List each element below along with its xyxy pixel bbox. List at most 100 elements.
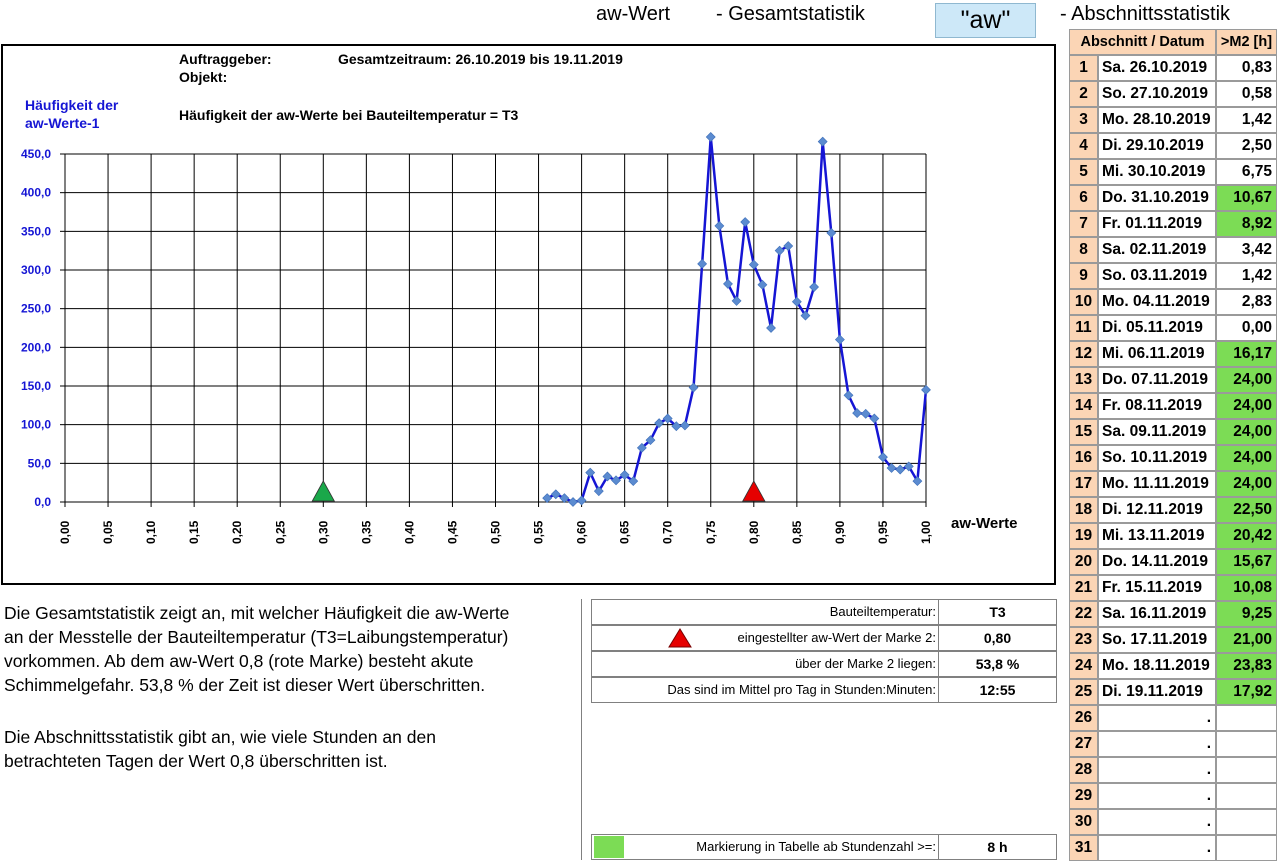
description-line: Die Abschnittsstatistik gibt an, wie vie…: [4, 727, 436, 747]
row-hours-value: 10,67: [1216, 185, 1277, 211]
data-point: [817, 136, 828, 147]
table-row: 28.: [1069, 757, 1277, 783]
data-point: [662, 413, 673, 424]
info-value[interactable]: 8 h: [987, 839, 1008, 855]
x-tick-label: 0,90: [833, 520, 847, 544]
data-point: [860, 408, 871, 419]
info-row-ueber-marke2: über der Marke 2 liegen: 53,8 %: [591, 651, 1057, 677]
data-point: [611, 475, 621, 486]
data-point: [791, 296, 802, 307]
series-line: [546, 135, 928, 504]
x-tick-label: 0,80: [747, 520, 761, 544]
row-hours-value: 9,25: [1216, 601, 1277, 627]
row-date: So. 10.11.2019: [1098, 445, 1216, 471]
y-axis-title-line2: aw-Werte-1: [25, 115, 100, 131]
table-row: 5 Mi. 30.10.2019 6,75: [1069, 159, 1277, 185]
row-number: 24: [1069, 653, 1098, 679]
data-point: [878, 452, 888, 463]
data-point: [826, 227, 837, 238]
table-row: 21 Fr. 15.11.2019 10,08: [1069, 575, 1277, 601]
table-row: 10 Mo. 04.11.2019 2,83: [1069, 289, 1277, 315]
y-tick-label: 150,0: [21, 379, 51, 393]
row-number: 3: [1069, 107, 1098, 133]
info-value[interactable]: 0,80: [983, 630, 1012, 646]
header-m2: >M2 [h]: [1216, 29, 1277, 55]
data-point: [834, 334, 845, 345]
header-title-gesamtstatistik: - Gesamtstatistik: [716, 3, 865, 25]
chart-grid: [60, 153, 927, 507]
info-label: Bauteiltemperatur:: [829, 604, 936, 619]
row-number: 11: [1069, 315, 1098, 341]
table-row: 15 Sa. 09.11.2019 24,00: [1069, 419, 1277, 445]
data-point: [636, 442, 647, 453]
data-point: [568, 497, 578, 507]
info-row-bauteiltemperatur: Bauteiltemperatur: T3: [591, 599, 1057, 625]
row-number: 15: [1069, 419, 1098, 445]
table-row: 7 Fr. 01.11.2019 8,92: [1069, 211, 1277, 237]
y-tick-label: 450,0: [21, 147, 51, 161]
info-label: eingestellter aw-Wert der Marke 2:: [737, 630, 936, 645]
y-tick-label: 300,0: [21, 263, 51, 277]
row-date: Fr. 08.11.2019: [1098, 393, 1216, 419]
data-point: [559, 493, 570, 504]
table-row: 13 Do. 07.11.2019 24,00: [1069, 367, 1277, 393]
row-number: 14: [1069, 393, 1098, 419]
row-date: Mo. 04.11.2019: [1098, 289, 1216, 315]
y-tick-label: 100,0: [21, 418, 51, 432]
data-point: [679, 420, 690, 431]
table-row: 16 So. 10.11.2019 24,00: [1069, 445, 1277, 471]
data-point: [602, 471, 613, 482]
data-point: [697, 258, 708, 269]
row-number: 7: [1069, 211, 1098, 237]
row-date: .: [1098, 731, 1216, 757]
x-tick-label: 0,15: [187, 520, 201, 544]
table-row: 1 Sa. 26.10.2019 0,83: [1069, 55, 1277, 81]
data-point: [654, 418, 665, 429]
description-line: betrachteten Tagen der Wert 0,8 überschr…: [4, 751, 388, 771]
table-row: 14 Fr. 08.11.2019 24,00: [1069, 393, 1277, 419]
x-tick-label: 0,55: [532, 520, 546, 544]
data-point: [628, 476, 639, 487]
row-number: 31: [1069, 835, 1098, 861]
row-hours-value: 16,17: [1216, 341, 1277, 367]
row-hours-value: 1,42: [1216, 263, 1277, 289]
table-row: 23 So. 17.11.2019 21,00: [1069, 627, 1277, 653]
table-row: 17 Mo. 11.11.2019 24,00: [1069, 471, 1277, 497]
info-value: 53,8 %: [975, 656, 1020, 672]
row-number: 12: [1069, 341, 1098, 367]
row-number: 30: [1069, 809, 1098, 835]
row-hours-value: 2,50: [1216, 133, 1277, 159]
threshold-marker-triangle[interactable]: [311, 480, 335, 502]
data-point: [903, 461, 914, 472]
row-hours-value: 24,00: [1216, 367, 1277, 393]
row-date: So. 17.11.2019: [1098, 627, 1216, 653]
row-date: .: [1098, 757, 1216, 783]
row-date: Do. 07.11.2019: [1098, 367, 1216, 393]
data-point: [585, 467, 596, 478]
y-axis-title-line1: Häufigkeit der: [25, 97, 119, 113]
row-date: So. 27.10.2019: [1098, 81, 1216, 107]
table-row: 18 Di. 12.11.2019 22,50: [1069, 497, 1277, 523]
threshold-marker-triangle[interactable]: [742, 480, 766, 502]
x-tick-label: 0,05: [101, 520, 115, 544]
y-tick-label: 50,0: [28, 456, 52, 470]
data-point: [671, 421, 682, 432]
data-point: [705, 132, 716, 142]
row-hours-value: 6,75: [1216, 159, 1277, 185]
row-number: 16: [1069, 445, 1098, 471]
row-date: Fr. 01.11.2019: [1098, 211, 1216, 237]
description-line: vorkommen. Ab dem aw-Wert 0,8 (rote Mark…: [4, 651, 474, 671]
row-hours-value: 24,00: [1216, 419, 1277, 445]
chart-markers: [311, 480, 766, 502]
data-point: [895, 464, 906, 475]
table-header: Abschnitt / Datum >M2 [h]: [1069, 29, 1277, 55]
table-row: 6 Do. 31.10.2019 10,67: [1069, 185, 1277, 211]
data-point: [550, 489, 561, 500]
aw-select-button[interactable]: "aw": [935, 3, 1036, 38]
info-row-marke2: eingestellter aw-Wert der Marke 2: 0,80: [591, 625, 1057, 651]
data-point: [740, 217, 751, 227]
data-point: [714, 220, 725, 231]
y-axis-title: Häufigkeit der aw-Werte-1: [25, 96, 165, 132]
highlight-color-swatch: [594, 836, 624, 858]
row-number: 17: [1069, 471, 1098, 497]
